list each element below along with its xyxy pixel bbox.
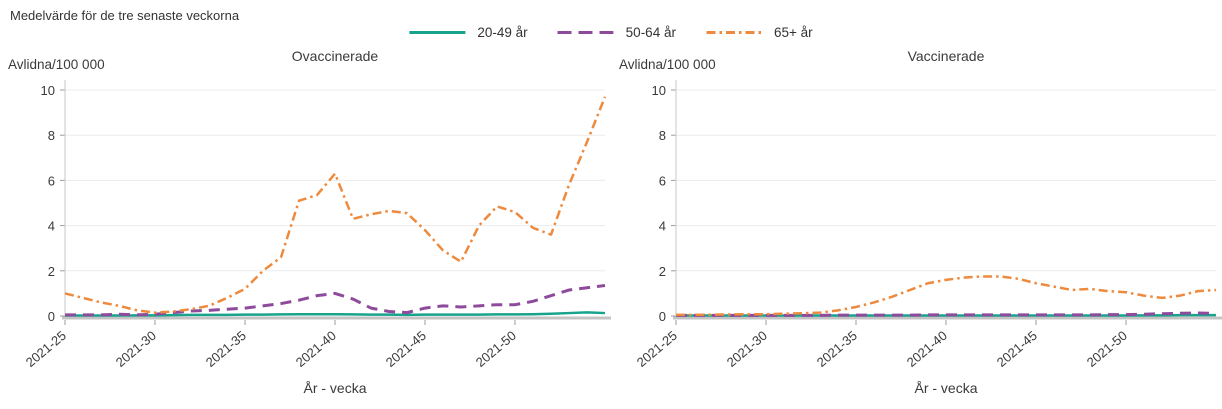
x-axis-tick-label: 2021-25 — [634, 328, 680, 368]
legend-line-swatch-dashed-icon — [557, 31, 614, 34]
y-axis-tick-label: 4 — [659, 219, 666, 234]
chart-panel-vaccinerade: Avlidna/100 000 Vaccinerade 0 2 4 6 8 10 2021-… — [611, 46, 1222, 406]
legend-label: 20-49 år — [477, 25, 528, 40]
series-line-50-64-år — [676, 311, 1217, 317]
y-axis-tick-label: 2 — [48, 264, 55, 279]
x-axis-tick-label: 2021-35 — [203, 328, 249, 368]
y-axis-tick-label: 0 — [48, 309, 55, 324]
x-axis-tick-label: 2021-45 — [994, 328, 1040, 368]
chart-panel-ovaccinerade: Avlidna/100 000 Ovaccinerade 0 2 4 6 8 10 2021… — [0, 46, 611, 406]
y-axis-tick-label: 2 — [659, 264, 666, 279]
x-axis-tick-label: 2021-50 — [1084, 328, 1130, 368]
chart-title: Vaccinerade — [907, 48, 985, 64]
charts-row: Avlidna/100 000 Ovaccinerade 0 2 4 6 8 10 2021… — [0, 46, 1222, 406]
y-axis-tick-label: 10 — [41, 83, 55, 98]
legend-label: 65+ år — [773, 25, 813, 40]
x-axis-tick-label: 2021-25 — [23, 328, 69, 368]
x-axis-title: År - vecka — [914, 380, 978, 396]
x-axis-tick-label: 2021-35 — [814, 328, 860, 368]
y-axis-tick-label: 8 — [659, 128, 666, 143]
legend-item-50-64: 50-64 år — [557, 25, 676, 40]
y-axis-tick-label: 8 — [48, 128, 55, 143]
x-axis-tick-label: 2021-40 — [904, 328, 950, 368]
x-axis-tick-label: 2021-50 — [473, 328, 519, 368]
series-line-50-64-år — [65, 284, 606, 317]
y-axis-tick-label: 0 — [659, 309, 666, 324]
line-chart-vaccinerade: 0 2 4 6 8 10 2021-25 2021-30 2021-35 2021-40 2021-… — [634, 80, 1222, 368]
page-title: Medelvärde för de tre senaste veckorna — [10, 8, 240, 23]
y-axis-title: Avlidna/100 000 — [619, 57, 716, 72]
chart-title: Ovaccinerade — [291, 48, 379, 64]
legend-label: 50-64 år — [625, 25, 676, 40]
legend-line-swatch-solid-icon — [409, 31, 466, 34]
y-axis-title: Avlidna/100 000 — [8, 57, 105, 72]
legend-item-20-49: 20-49 år — [409, 25, 528, 40]
series-line-65+-år — [64, 96, 607, 314]
x-axis-tick-label: 2021-45 — [383, 328, 429, 368]
x-axis-tick-label: 2021-30 — [113, 328, 159, 368]
x-axis-tick-label: 2021-30 — [724, 328, 770, 368]
y-axis-tick-label: 10 — [652, 83, 666, 98]
x-axis-tick-label: 2021-40 — [293, 328, 339, 368]
series-line-65+-år — [676, 275, 1217, 317]
legend-line-swatch-dashdot-icon — [705, 31, 762, 34]
legend-item-65-plus: 65+ år — [705, 25, 813, 40]
line-chart-ovaccinerade: 0 2 4 6 8 10 2021-25 2021-30 2021-35 2021-40 2021-… — [23, 80, 611, 368]
y-axis-tick-label: 4 — [48, 219, 55, 234]
legend: 20-49 år 50-64 år 65+ år — [409, 25, 813, 40]
y-axis-tick-label: 6 — [48, 173, 55, 188]
series-line-20-49-år — [65, 311, 606, 317]
x-axis-title: År - vecka — [303, 380, 367, 396]
y-axis-tick-label: 6 — [659, 173, 666, 188]
